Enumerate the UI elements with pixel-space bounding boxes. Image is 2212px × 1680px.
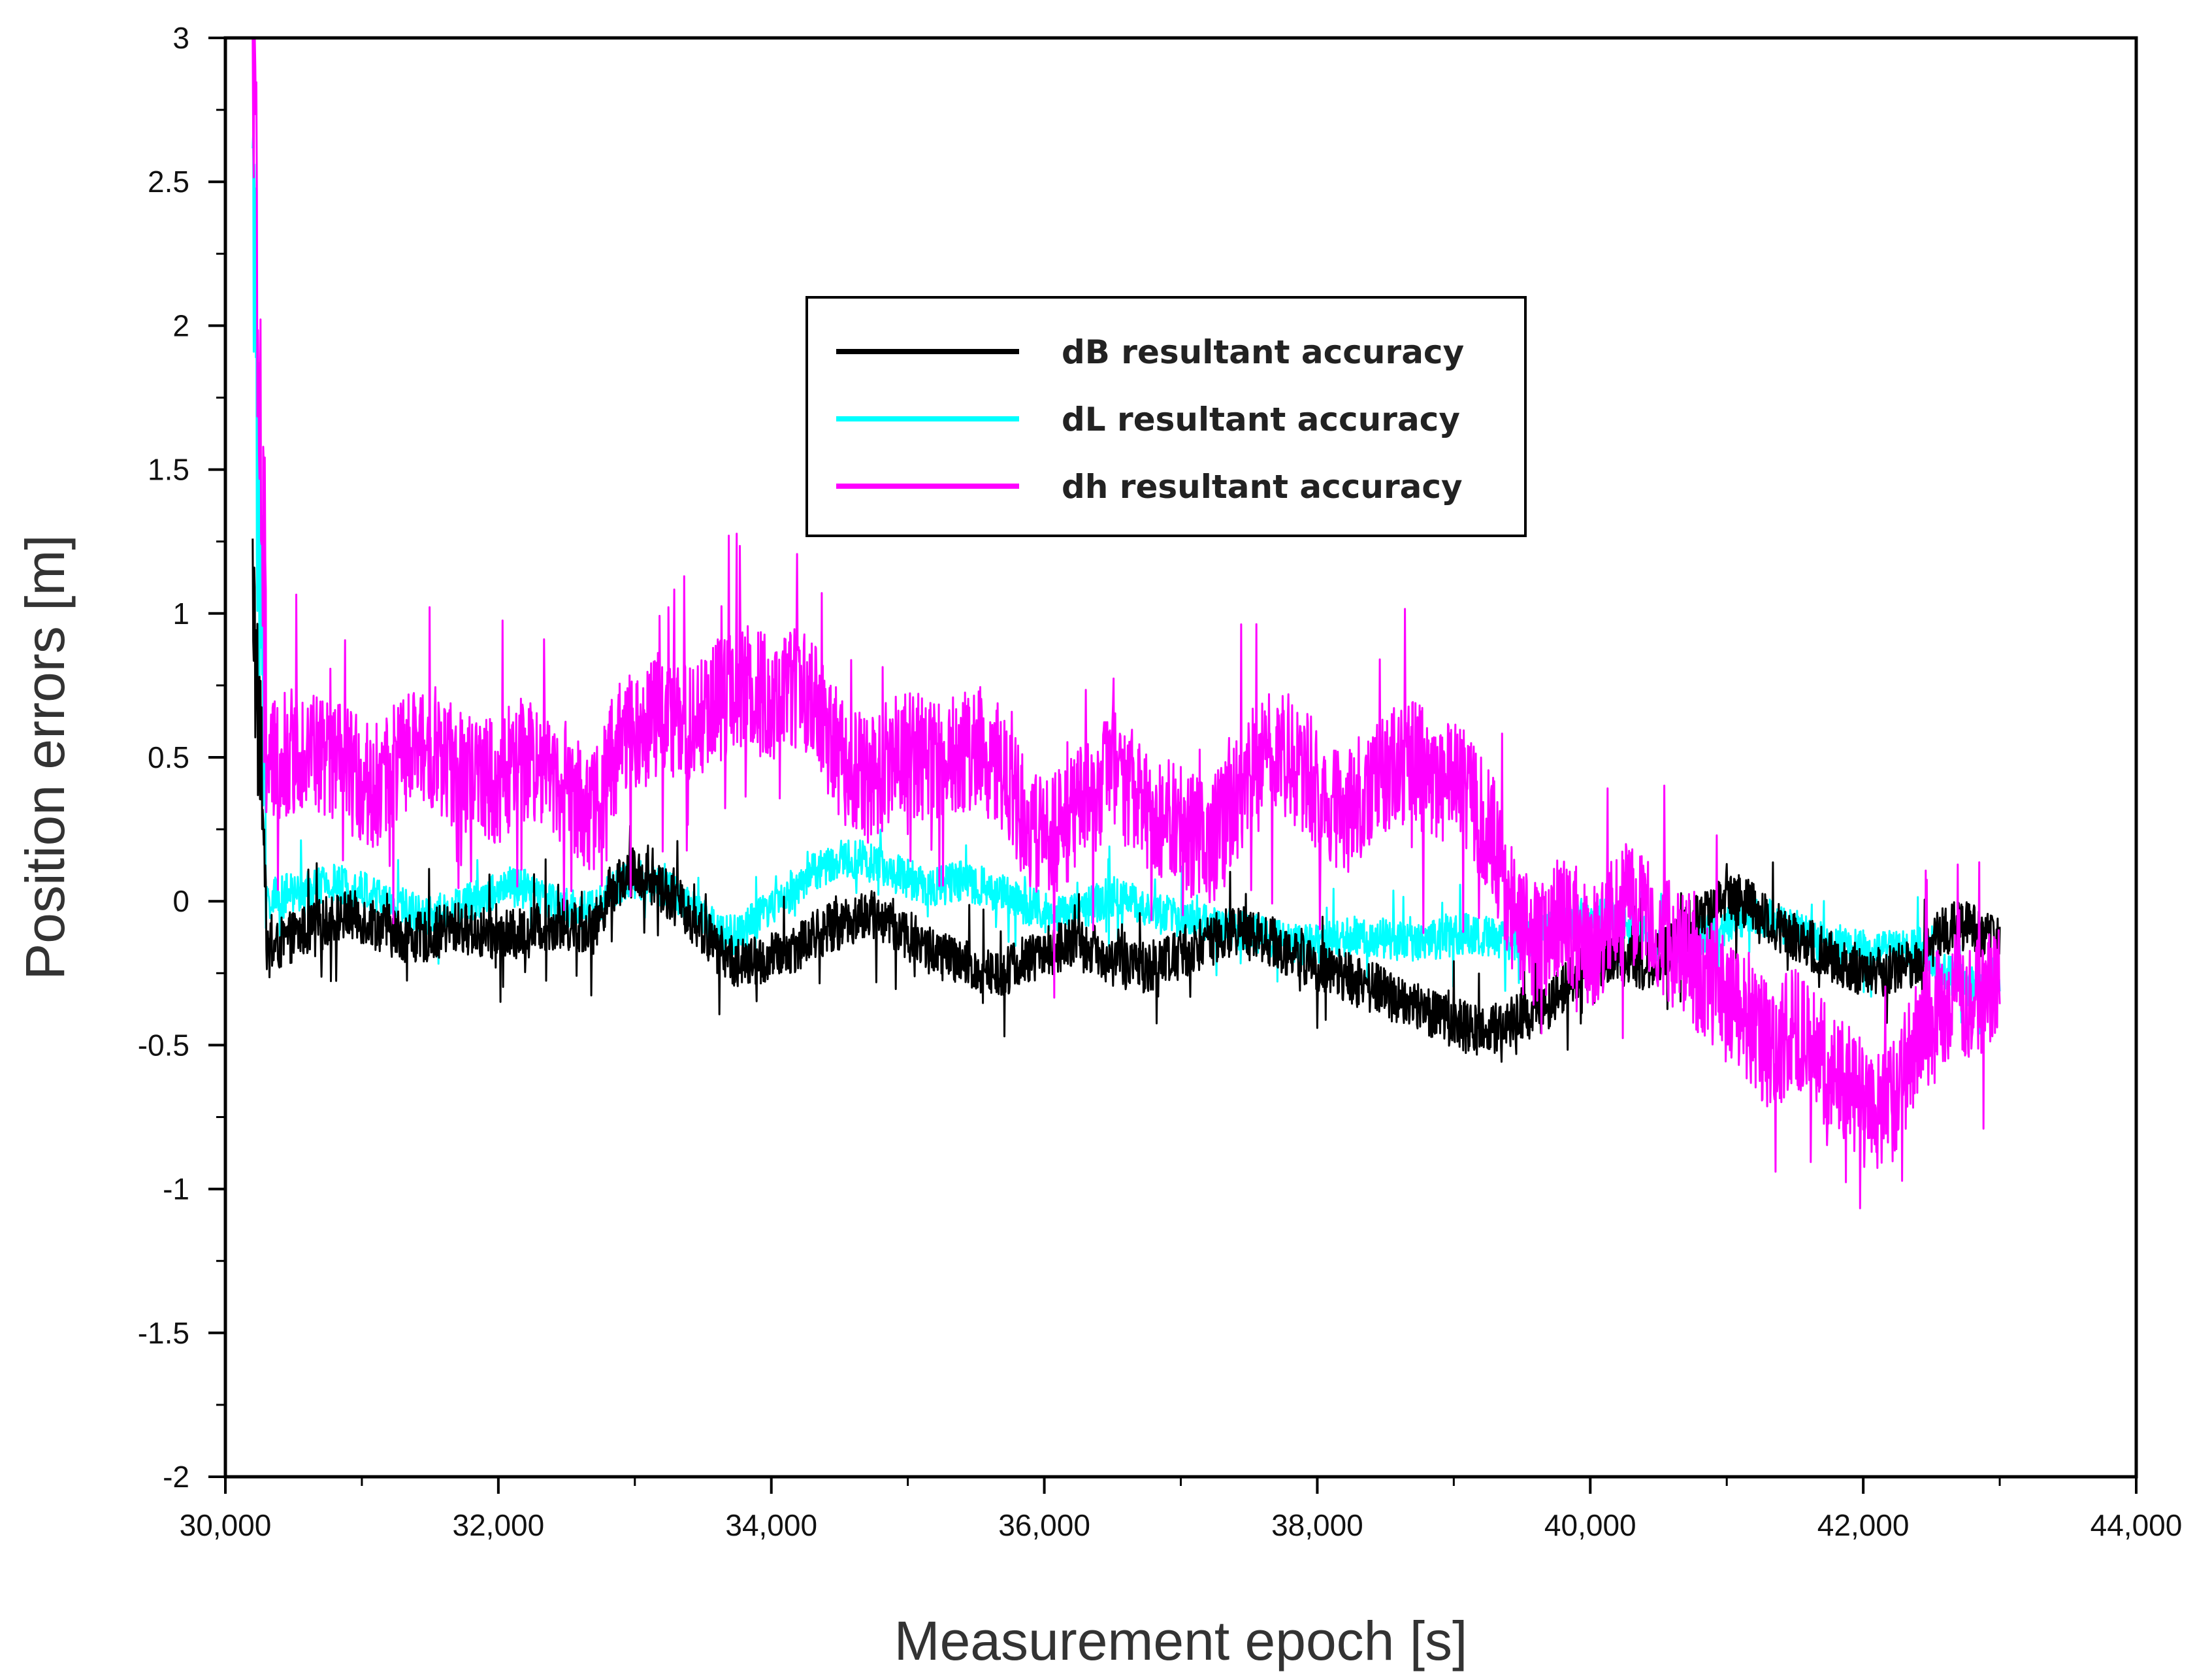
x-tick-label: 44,000 — [2090, 1508, 2183, 1542]
series-line-dl — [252, 134, 2001, 1035]
x-axis-title: Measurement epoch [s] — [894, 1610, 1468, 1672]
x-tick-label: 32,000 — [453, 1508, 545, 1542]
y-tick-label: 0 — [172, 884, 189, 918]
series-line-dh — [252, 37, 2001, 1210]
legend-label-dl: dL resultant accuracy — [1062, 401, 1460, 438]
legend: dB resultant accuracy dL resultant accur… — [805, 296, 1527, 537]
y-tick-label: 1 — [172, 597, 189, 631]
legend-label-dh: dh resultant accuracy — [1062, 468, 1463, 506]
y-tick-label: -1.5 — [138, 1316, 189, 1350]
y-tick-label: 2.5 — [148, 165, 189, 199]
x-tick-label: 30,000 — [180, 1508, 272, 1542]
y-tick-label: 0.5 — [148, 740, 189, 774]
y-tick-label: 3 — [172, 21, 189, 55]
series-layer — [252, 37, 2001, 1210]
y-axis-title: Position errors [m] — [14, 535, 76, 980]
x-tick-label: 36,000 — [998, 1508, 1090, 1542]
y-tick-label: -1 — [163, 1172, 189, 1206]
y-tick-label: 1.5 — [148, 453, 189, 487]
x-tick-label: 40,000 — [1544, 1508, 1636, 1542]
y-tick-label: 2 — [172, 308, 189, 342]
legend-label-db: dB resultant accuracy — [1062, 333, 1464, 371]
y-tick-label: -2 — [163, 1460, 189, 1494]
x-tick-label: 42,000 — [1817, 1508, 1910, 1542]
axes-layer: 30,000 32,000 34,000 36,000 38,000 40,000 42,0… — [138, 21, 2183, 1542]
x-tick-label: 38,000 — [1271, 1508, 1363, 1542]
y-tick-label: -0.5 — [138, 1028, 189, 1062]
x-tick-label: 34,000 — [725, 1508, 817, 1542]
series-line-db — [252, 538, 2001, 1063]
